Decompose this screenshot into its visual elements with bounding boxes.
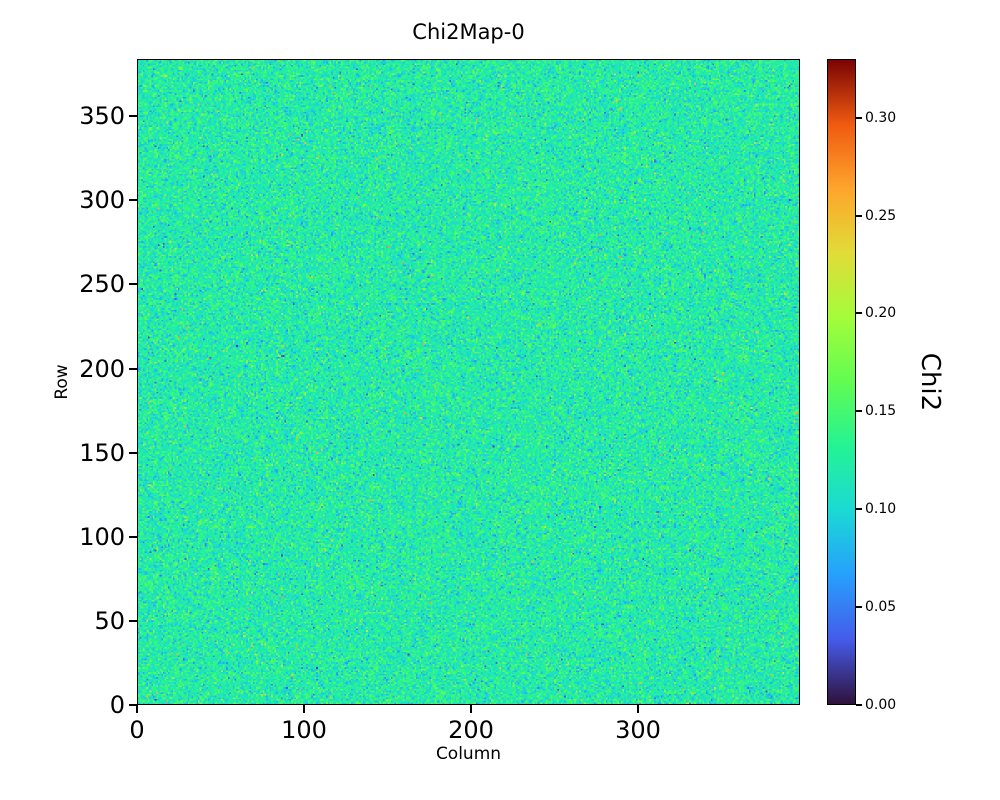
plot-area: [137, 59, 800, 705]
y-tick: [129, 283, 137, 285]
colorbar-label: Chi2: [915, 353, 945, 411]
colorbar-tick: [856, 704, 862, 706]
x-axis-label: Column: [137, 744, 800, 764]
chart-title: Chi2Map-0: [137, 20, 800, 44]
x-tick: [136, 705, 138, 713]
y-tick: [129, 452, 137, 454]
colorbar-tick: [856, 508, 862, 510]
figure: Chi2Map-0 Row 0 100 200 300 0 50 100 150 200 250…: [0, 0, 1000, 800]
y-tick-label: 50: [45, 607, 125, 635]
colorbar-tick-label: 0.20: [865, 304, 896, 322]
y-tick-label: 350: [45, 102, 125, 130]
y-tick-label: 150: [45, 439, 125, 467]
colorbar: [827, 59, 856, 705]
x-tick: [637, 705, 639, 713]
y-tick-label: 200: [45, 355, 125, 383]
colorbar-tick: [856, 410, 862, 412]
colorbar-tick-label: 0.30: [865, 109, 896, 127]
x-tick-label: 200: [421, 716, 521, 744]
y-tick-label: 0: [45, 691, 125, 719]
x-tick: [470, 705, 472, 713]
x-tick-label: 300: [588, 716, 688, 744]
y-tick: [129, 704, 137, 706]
y-tick: [129, 536, 137, 538]
x-tick-label: 0: [87, 716, 187, 744]
y-tick-label: 250: [45, 270, 125, 298]
colorbar-tick: [856, 215, 862, 217]
y-tick: [129, 199, 137, 201]
colorbar-tick: [856, 606, 862, 608]
colorbar-tick: [856, 312, 862, 314]
colorbar-tick-label: 0.10: [865, 500, 896, 518]
heatmap-canvas: [138, 60, 799, 704]
y-tick: [129, 115, 137, 117]
y-tick-label: 300: [45, 186, 125, 214]
x-tick-label: 100: [254, 716, 354, 744]
x-tick: [303, 705, 305, 713]
y-tick: [129, 368, 137, 370]
colorbar-tick: [856, 117, 862, 119]
colorbar-tick-label: 0.25: [865, 207, 896, 225]
colorbar-tick-label: 0.00: [865, 696, 896, 714]
colorbar-gradient: [828, 60, 855, 704]
y-tick-label: 100: [45, 523, 125, 551]
colorbar-tick-label: 0.15: [865, 402, 896, 420]
y-tick: [129, 620, 137, 622]
colorbar-tick-label: 0.05: [865, 598, 896, 616]
